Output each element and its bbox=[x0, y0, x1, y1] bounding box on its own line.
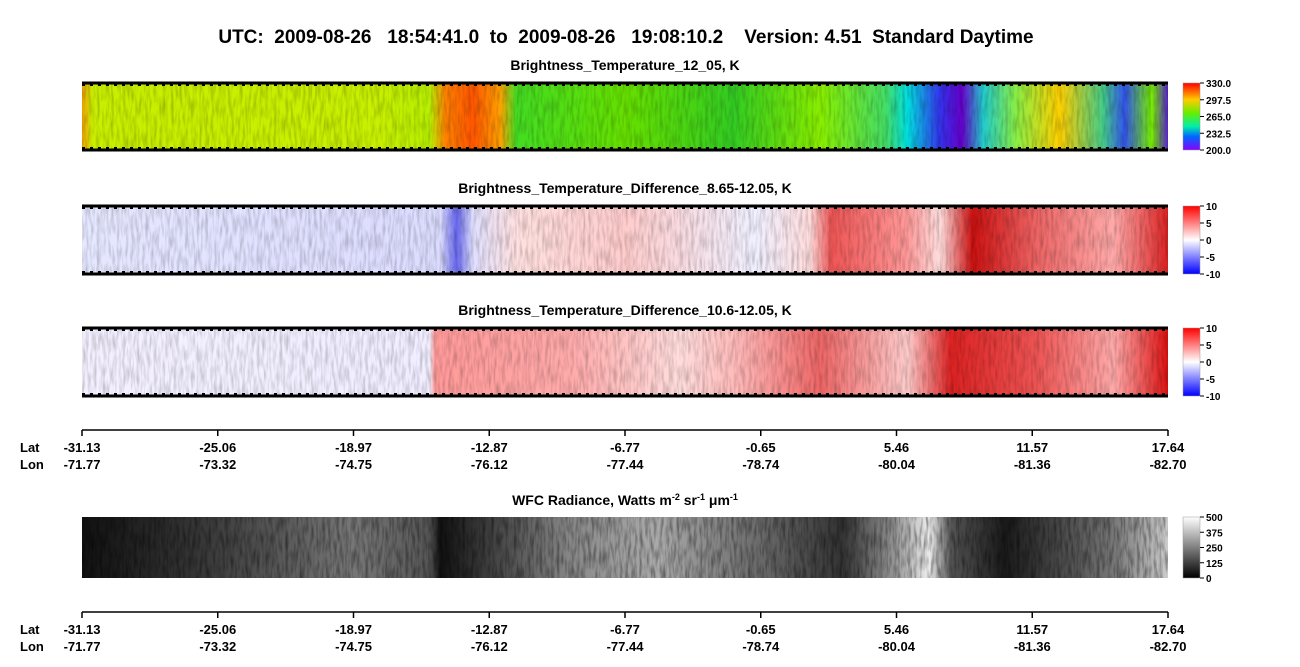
page-title: UTC: 2009-08-26 18:54:41.0 to 2009-08-26… bbox=[218, 27, 1033, 48]
lat-value: -0.65 bbox=[746, 440, 776, 455]
lon-label: Lon bbox=[20, 639, 44, 654]
colorbar-tick-label: 0 bbox=[1206, 358, 1212, 369]
lon-value: -73.32 bbox=[199, 457, 236, 472]
lat-value: -18.97 bbox=[335, 440, 372, 455]
lat-value: -18.97 bbox=[335, 622, 372, 637]
colorbar-tick-label: 0 bbox=[1206, 236, 1212, 247]
colorbar-tick-label: 5 bbox=[1206, 219, 1212, 230]
colorbar-tick-label: 200.0 bbox=[1206, 146, 1231, 157]
title-part: sr bbox=[680, 492, 698, 508]
colorbar bbox=[1182, 516, 1201, 579]
title-part: μm bbox=[705, 492, 730, 508]
lat-value: 5.46 bbox=[884, 622, 909, 637]
lon-value: -76.12 bbox=[471, 457, 508, 472]
colorbar-tick-label: 5 bbox=[1206, 341, 1212, 352]
lon-value: -77.44 bbox=[607, 639, 645, 654]
colorbar-tick-label: 330.0 bbox=[1206, 79, 1231, 90]
lat-value: -12.87 bbox=[471, 440, 508, 455]
lon-value: -73.32 bbox=[199, 639, 236, 654]
image-texture bbox=[82, 517, 1168, 578]
colorbar-tick-label: 232.5 bbox=[1206, 129, 1231, 140]
colorbar-tick-label: 375 bbox=[1206, 528, 1223, 539]
lat-label: Lat bbox=[20, 440, 40, 455]
colorbar-tick-label: 250 bbox=[1206, 544, 1223, 555]
lat-value: 11.57 bbox=[1016, 440, 1048, 455]
lon-value: -82.70 bbox=[1150, 457, 1187, 472]
title-part: -2 bbox=[672, 492, 680, 502]
lat-value: -25.06 bbox=[199, 440, 236, 455]
lon-value: -80.04 bbox=[878, 457, 916, 472]
colorbar-tick-label: -10 bbox=[1206, 270, 1221, 281]
colorbar-tick-label: 125 bbox=[1206, 559, 1223, 570]
lat-value: -0.65 bbox=[746, 622, 776, 637]
colorbar bbox=[1182, 205, 1201, 275]
lon-value: -71.77 bbox=[64, 457, 101, 472]
lon-value: -81.36 bbox=[1014, 457, 1051, 472]
colorbar-tick-label: 10 bbox=[1206, 202, 1218, 213]
lat-label: Lat bbox=[20, 622, 40, 637]
title-part: -1 bbox=[730, 492, 738, 502]
lat-value: 11.57 bbox=[1016, 622, 1048, 637]
colorbar-tick-label: -10 bbox=[1206, 392, 1221, 403]
colorbar-tick-label: 500 bbox=[1206, 513, 1223, 524]
image-texture bbox=[82, 83, 1168, 150]
panel-title: Brightness_Temperature_Difference_10.6-1… bbox=[458, 302, 792, 318]
title-part: WFC Radiance, Watts m bbox=[512, 492, 672, 508]
image-texture bbox=[82, 328, 1168, 396]
lon-value: -77.44 bbox=[607, 457, 645, 472]
lon-value: -74.75 bbox=[335, 639, 372, 654]
lat-value: -31.13 bbox=[64, 622, 101, 637]
panel-title: Brightness_Temperature_Difference_8.65-1… bbox=[458, 180, 792, 196]
lon-value: -80.04 bbox=[878, 639, 916, 654]
colorbar-tick-label: -5 bbox=[1206, 253, 1215, 264]
lon-value: -78.74 bbox=[742, 639, 780, 654]
lat-value: -6.77 bbox=[610, 440, 640, 455]
colorbar-tick-label: 265.0 bbox=[1206, 113, 1231, 124]
title-part: -1 bbox=[697, 492, 705, 502]
lat-value: -12.87 bbox=[471, 622, 508, 637]
image-texture bbox=[82, 206, 1168, 274]
colorbar bbox=[1182, 327, 1201, 397]
lon-value: -76.12 bbox=[471, 639, 508, 654]
lon-label: Lon bbox=[20, 457, 44, 472]
lon-value: -74.75 bbox=[335, 457, 372, 472]
panel-title: Brightness_Temperature_12_05, K bbox=[510, 57, 739, 73]
lon-value: -71.77 bbox=[64, 639, 101, 654]
lon-value: -82.70 bbox=[1150, 639, 1187, 654]
colorbar-tick-label: 10 bbox=[1206, 324, 1218, 335]
lat-value: -31.13 bbox=[64, 440, 101, 455]
lat-value: 5.46 bbox=[884, 440, 909, 455]
lat-value: -25.06 bbox=[199, 622, 236, 637]
colorbar-tick-label: 0 bbox=[1206, 574, 1212, 585]
colorbar-tick-label: 297.5 bbox=[1206, 96, 1231, 107]
panel-title: WFC Radiance, Watts m-2 sr-1 μm-1 bbox=[512, 492, 738, 508]
lon-value: -81.36 bbox=[1014, 639, 1051, 654]
lat-value: 17.64 bbox=[1152, 622, 1185, 637]
lat-value: 17.64 bbox=[1152, 440, 1185, 455]
lat-value: -6.77 bbox=[610, 622, 640, 637]
lon-value: -78.74 bbox=[742, 457, 780, 472]
colorbar bbox=[1182, 82, 1201, 151]
colorbar-tick-label: -5 bbox=[1206, 375, 1215, 386]
